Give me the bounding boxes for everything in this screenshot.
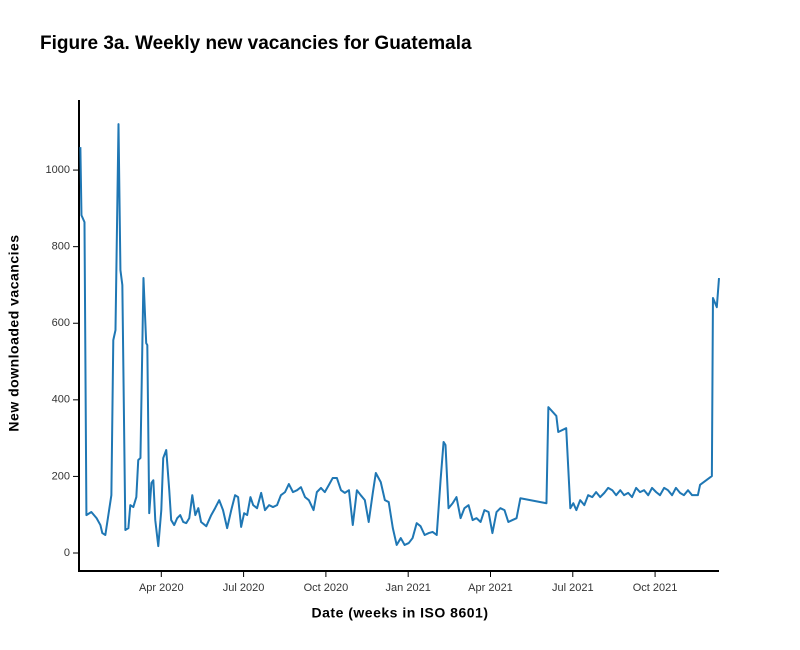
x-tick-label: Jul 2020: [223, 582, 265, 594]
y-tick-label: 400: [52, 394, 70, 406]
y-tick-label: 800: [52, 241, 70, 253]
y-axis-title: New downloaded vacancies: [6, 234, 22, 431]
y-tick-label: 200: [52, 470, 70, 482]
chart-title: Figure 3a. Weekly new vacancies for Guat…: [40, 33, 472, 54]
y-tick-label: 0: [64, 547, 70, 559]
x-tick-label: Apr 2020: [139, 582, 184, 594]
x-tick-label: Jul 2021: [552, 582, 594, 594]
y-tick-label: 1000: [46, 164, 70, 176]
y-tick-label: 600: [52, 317, 70, 329]
x-axis-title: Date (weeks in ISO 8601): [312, 605, 489, 621]
x-tick-label: Jan 2021: [386, 582, 431, 594]
data-line: [79, 123, 720, 548]
x-tick-label: Apr 2021: [468, 582, 513, 594]
x-tick-label: Oct 2021: [633, 582, 678, 594]
x-tick-label: Oct 2020: [304, 582, 349, 594]
